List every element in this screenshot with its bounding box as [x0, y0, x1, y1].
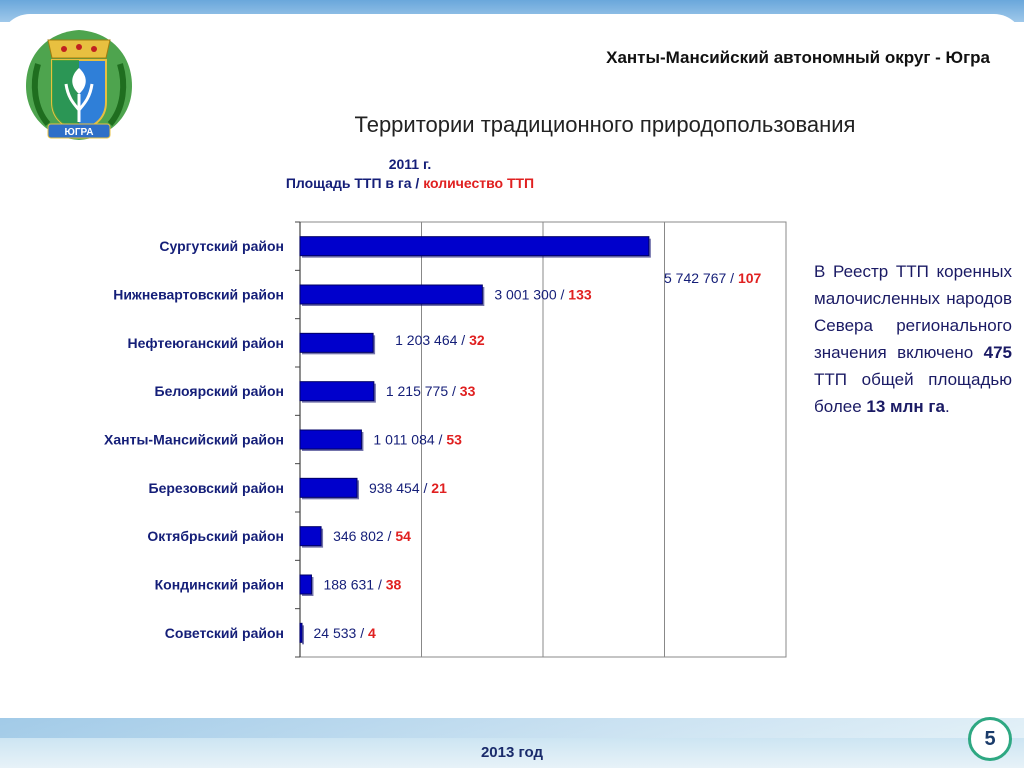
area-value-label: 188 631 /: [323, 577, 385, 593]
bar: [299, 622, 303, 643]
emblem-ribbon-text: ЮГРА: [65, 127, 94, 138]
count-value-label: 38: [386, 577, 402, 593]
data-label: 1 011 084 / 53: [373, 432, 462, 448]
data-label: 188 631 / 38: [323, 577, 401, 593]
registry-text-part2: ТТП общей площадью более: [814, 370, 1012, 416]
slide-panel: [0, 14, 1024, 730]
area-value-label: 938 454 /: [369, 480, 431, 496]
count-value-label: 33: [460, 383, 476, 399]
area-value-label: 24 533 /: [313, 625, 368, 641]
area-value-label: 1 215 775 /: [386, 383, 460, 399]
bar: [299, 574, 312, 595]
category-label: Нижневартовский район: [113, 287, 284, 303]
footer-year: 2013 год: [480, 744, 544, 761]
bar: [299, 526, 322, 547]
category-label: Советский район: [165, 625, 284, 641]
count-value-label: 107: [738, 270, 762, 286]
page-number-badge: 5: [968, 717, 1012, 761]
count-value-label: 54: [395, 528, 411, 544]
chart-title-block: 2011 г. Площадь ТТП в га / количество ТТ…: [180, 155, 640, 193]
count-value-label: 53: [446, 432, 462, 448]
data-label: 1 215 775 / 33: [386, 383, 476, 399]
registry-info-text: В Реестр ТТП коренных малочисленных наро…: [814, 258, 1012, 420]
count-value-label: 133: [568, 287, 592, 303]
bar: [299, 381, 375, 402]
chart-subtitle-area: Площадь ТТП в га /: [285, 175, 420, 191]
area-value-label: 346 802 /: [333, 528, 395, 544]
bar: [299, 284, 483, 305]
bar: [299, 236, 650, 257]
chart-subtitle-count: количество ТТП: [423, 175, 535, 191]
data-label: 24 533 / 4: [313, 625, 376, 641]
coat-of-arms-icon: ЮГРА: [26, 30, 132, 140]
bottom-decor-band: [0, 718, 1024, 768]
registry-area-value: 13 млн га: [866, 397, 945, 416]
area-value-label: 3 001 300 /: [494, 287, 568, 303]
area-value-label: 1 203 464 /: [395, 332, 469, 348]
data-label: 938 454 / 21: [369, 480, 447, 496]
bar-shadow: [302, 625, 304, 645]
count-value-label: 32: [469, 332, 485, 348]
registry-text-end: .: [944, 397, 950, 416]
chart-subtitle: Площадь ТТП в га / количество ТТП: [180, 174, 640, 193]
chart-title: 2011 г.: [388, 156, 432, 172]
data-label: 1 203 464 / 32: [395, 332, 485, 348]
area-value-label: 1 011 084 /: [373, 432, 446, 448]
category-label: Нефтеюганский район: [128, 335, 284, 351]
category-label: Ханты-Мансийский район: [104, 432, 284, 448]
bar: [299, 477, 358, 498]
bar: [299, 332, 374, 353]
slide-heading: Территории традиционного природопользова…: [354, 112, 856, 137]
registry-count-value: 475: [983, 343, 1012, 362]
category-label: Белоярский район: [155, 383, 285, 399]
count-value-label: 4: [368, 625, 376, 641]
category-label: Кондинский район: [155, 577, 284, 593]
category-label: Октябрьский район: [147, 528, 284, 544]
data-label: 346 802 / 54: [333, 528, 411, 544]
data-label: 3 001 300 / 133: [494, 287, 592, 303]
category-label: Сургутский район: [159, 238, 284, 254]
registry-text-part1: В Реестр ТТП коренных малочисленных наро…: [814, 262, 1012, 362]
data-label: 5 742 767 / 107: [664, 270, 762, 286]
category-label: Березовский район: [149, 480, 284, 496]
region-title: Ханты-Мансийский автономный округ - Югра: [606, 48, 990, 67]
bar: [299, 429, 362, 450]
count-value-label: 21: [431, 480, 447, 496]
area-value-label: 5 742 767 /: [664, 270, 738, 286]
